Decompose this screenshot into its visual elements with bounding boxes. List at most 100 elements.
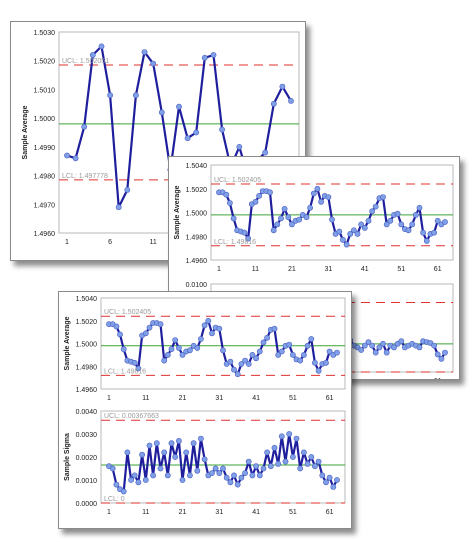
x-tick-label: 11 xyxy=(142,395,149,402)
x-tick-label: 21 xyxy=(179,509,187,516)
data-point xyxy=(245,361,252,367)
data-point xyxy=(164,352,171,358)
data-point xyxy=(423,238,430,244)
data-point xyxy=(131,359,138,366)
data-point xyxy=(161,357,168,364)
data-point xyxy=(133,92,139,99)
y-tick-label: 1.5020 xyxy=(76,319,98,326)
data-point xyxy=(354,231,361,237)
y-axis-label: Sample Average xyxy=(22,105,29,159)
data-point xyxy=(184,135,191,142)
y-tick-label: 1.4990 xyxy=(34,145,56,152)
data-point xyxy=(141,49,148,55)
data-point xyxy=(267,463,274,470)
data-point xyxy=(289,221,295,228)
data-point xyxy=(161,449,168,456)
y-tick-label: 1.4960 xyxy=(34,231,56,238)
data-point xyxy=(260,339,267,346)
lcl-label: LCL: 0 xyxy=(104,496,125,503)
data-point xyxy=(296,216,303,223)
y-tick-label: 1.5010 xyxy=(34,87,56,94)
data-point xyxy=(150,60,157,67)
x-tick-label: 31 xyxy=(324,266,332,273)
y-tick-label: 1.5040 xyxy=(76,296,98,303)
data-point xyxy=(412,212,419,218)
data-point xyxy=(286,341,293,348)
data-point xyxy=(253,355,259,362)
data-point xyxy=(194,345,201,351)
data-point xyxy=(343,241,350,248)
x-tick-label: 61 xyxy=(434,266,442,273)
lcl-label: LCL: 1.497778 xyxy=(62,173,108,180)
data-point xyxy=(242,357,248,364)
data-point xyxy=(442,349,448,356)
data-point xyxy=(164,472,171,479)
data-point xyxy=(220,347,226,354)
data-point xyxy=(293,435,300,442)
data-point xyxy=(168,346,175,353)
data-point xyxy=(380,340,386,347)
data-point xyxy=(369,208,375,215)
data-point xyxy=(310,190,317,197)
y-axis-label: Sample Sigma xyxy=(64,433,71,481)
data-point xyxy=(431,342,437,349)
y-tick-label: 0.0020 xyxy=(76,455,98,462)
data-point xyxy=(242,470,248,476)
data-point xyxy=(304,460,311,467)
data-point xyxy=(201,322,208,329)
data-point xyxy=(179,477,186,483)
x-tick-label: 41 xyxy=(361,266,369,273)
x-tick-label: 51 xyxy=(289,509,297,516)
data-point xyxy=(220,465,226,472)
data-point xyxy=(124,186,131,193)
data-point xyxy=(278,433,285,440)
data-point xyxy=(120,346,127,353)
data-point xyxy=(238,361,245,367)
data-point xyxy=(369,342,375,349)
data-point xyxy=(304,342,311,349)
data-point xyxy=(223,474,230,481)
data-point xyxy=(197,336,204,342)
data-point xyxy=(131,472,138,479)
y-tick-label: 1.4960 xyxy=(76,387,98,394)
y-tick-label: 1.4960 xyxy=(186,258,208,265)
data-point xyxy=(230,215,237,222)
data-point xyxy=(124,449,131,456)
data-point xyxy=(318,198,324,205)
data-point xyxy=(271,325,278,332)
x-tick-label: 51 xyxy=(289,395,297,402)
data-point xyxy=(120,488,127,495)
data-point xyxy=(205,317,212,324)
data-point xyxy=(264,449,270,456)
data-point xyxy=(300,449,307,456)
y-tick-label: 1.4980 xyxy=(34,174,56,181)
data-point xyxy=(193,129,200,136)
x-tick-label: 11 xyxy=(252,266,259,273)
data-point xyxy=(201,54,208,61)
data-point xyxy=(227,479,234,486)
data-point xyxy=(253,463,259,470)
data-point xyxy=(398,221,405,228)
data-point xyxy=(279,83,286,90)
data-point xyxy=(115,204,122,211)
x-tick-label: 31 xyxy=(215,395,223,402)
data-point xyxy=(270,100,277,107)
y-tick-label: 0.0000 xyxy=(76,501,98,508)
data-point xyxy=(334,349,340,356)
data-point xyxy=(262,149,269,156)
data-point xyxy=(146,324,153,331)
data-point xyxy=(275,460,282,467)
x-tick-label: 1 xyxy=(217,266,221,273)
plot-area xyxy=(100,410,346,504)
data-point xyxy=(281,206,288,212)
data-point xyxy=(113,481,120,488)
y-tick-label: 0.0010 xyxy=(76,478,98,485)
data-point xyxy=(256,193,262,199)
data-point xyxy=(256,348,263,355)
data-point xyxy=(420,229,426,236)
data-point xyxy=(361,342,368,349)
data-point xyxy=(442,219,448,225)
y-tick-label: 1.5020 xyxy=(34,59,56,66)
